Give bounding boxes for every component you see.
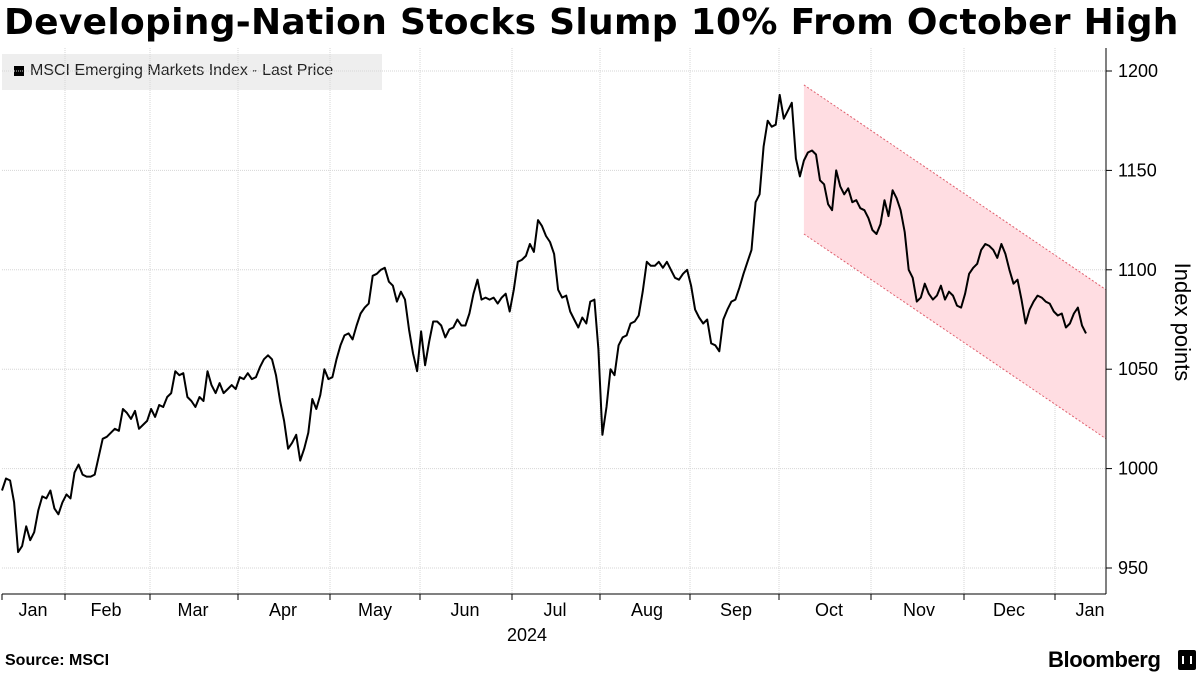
series-line [1, 93, 1087, 554]
x-tick-label: Oct [815, 600, 843, 620]
x-tick-label: Jun [450, 600, 479, 620]
y-axis-title: Index points [1170, 263, 1195, 382]
channel-upper-edge [803, 84, 1107, 291]
x-tick-label: Jul [543, 600, 566, 620]
x-tick-label: Jan [18, 600, 47, 620]
y-tick-label: 1200 [1118, 61, 1158, 81]
bloomberg-terminal-icon [1178, 650, 1196, 670]
y-tick-label: 1000 [1118, 459, 1158, 479]
x-year-label: 2024 [507, 625, 547, 645]
axes: Jan Feb Mar Apr May Jun Jul Aug Sep Oct Nov Dec Jan 2… [1, 48, 1195, 645]
x-tick-label: Apr [269, 600, 297, 620]
x-tick-label: Sep [720, 600, 752, 620]
x-tick-label: Mar [178, 600, 209, 620]
y-tick-label: 1150 [1118, 160, 1157, 180]
bloomberg-logo: Bloomberg [1048, 647, 1161, 672]
x-tick-label: May [358, 600, 392, 620]
series-line-msci-em [1, 93, 1087, 554]
x-tick-label: Jan [1075, 600, 1104, 620]
chart-title: Developing-Nation Stocks Slump 10% From … [4, 2, 1179, 43]
x-tick-label: Nov [903, 600, 935, 620]
y-tick-label: 1100 [1118, 260, 1157, 280]
x-tick-label: Feb [90, 600, 121, 620]
x-tick-label: Dec [993, 600, 1025, 620]
source-note: Source: MSCI [5, 652, 110, 669]
channel-lower-edge [803, 233, 1107, 440]
channel-fill [803, 84, 1106, 439]
y-tick-label: 950 [1118, 558, 1148, 578]
legend-label: MSCI Emerging Markets Index - Last Price [30, 62, 334, 79]
x-tick-label: Aug [631, 600, 663, 620]
y-tick-label: 1050 [1118, 359, 1158, 379]
downtrend-channel [803, 84, 1107, 440]
